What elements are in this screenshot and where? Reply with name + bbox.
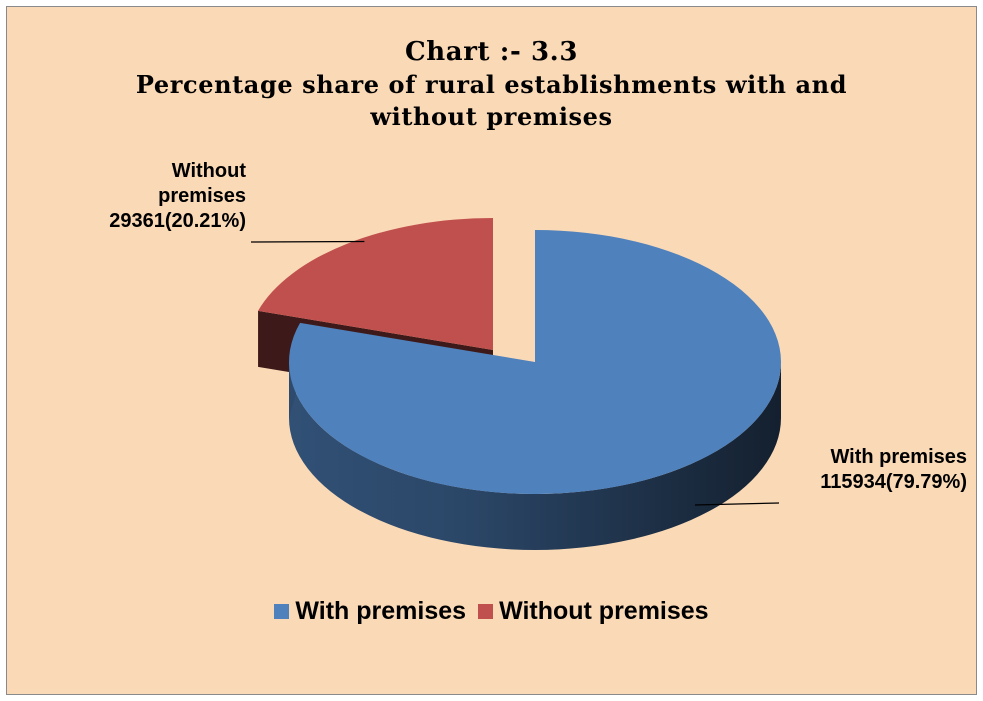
data-label-with-premises-line-1: With premises xyxy=(830,446,967,468)
data-label-with-premises-line-2: 115934(79.79%) xyxy=(820,471,967,493)
chart-title-block: Chart :- 3.3 Percentage share of rural e… xyxy=(7,35,976,133)
pie-slice-with-premises xyxy=(289,230,781,494)
data-label-without-premises-line-2: premises xyxy=(158,185,246,207)
legend-label-without-premises: Without premises xyxy=(499,597,709,625)
leader-line-without-premises xyxy=(250,240,365,243)
chart-title: Chart :- 3.3 xyxy=(404,37,579,67)
legend-item-with-premises: With premises xyxy=(274,597,466,626)
chart-subtitle: Percentage share of rural establishments… xyxy=(7,69,976,133)
legend-swatch-with-premises xyxy=(274,604,290,619)
slice-outer-wall-with-premises xyxy=(289,362,781,550)
chart-area: Chart :- 3.3 Percentage share of rural e… xyxy=(6,6,977,695)
pie-slice-without-premises xyxy=(258,218,493,350)
pie-chart: With premises 115934(79.79%) Without premis… xyxy=(109,160,967,550)
chart-subtitle-line-2: without premises xyxy=(370,102,613,131)
leader-line-with-premises xyxy=(694,502,780,506)
legend-swatch-without-premises xyxy=(478,604,494,619)
data-label-without-premises-line-3: 29361(20.21%) xyxy=(109,210,246,232)
chart-legend: With premises Without premises xyxy=(7,597,976,626)
legend-label-with-premises: With premises xyxy=(295,597,467,625)
data-label-without-premises-line-1: Without xyxy=(172,160,247,182)
chart-subtitle-line-1: Percentage share of rural establishments… xyxy=(135,70,848,99)
legend-item-without-premises: Without premises xyxy=(478,597,709,626)
